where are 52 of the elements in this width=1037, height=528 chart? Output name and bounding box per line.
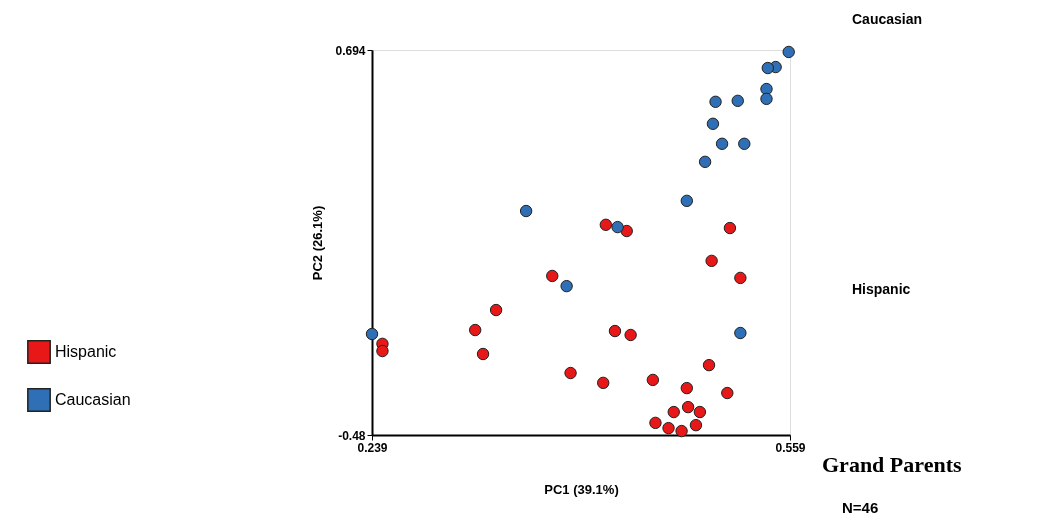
point	[667, 405, 680, 419]
point	[599, 218, 613, 231]
point	[489, 303, 503, 317]
point	[709, 95, 722, 108]
point	[646, 373, 660, 387]
point	[608, 324, 622, 338]
legend-label: Caucasian	[55, 391, 131, 408]
text: Grand Parents	[822, 452, 962, 477]
point	[738, 137, 751, 150]
point	[597, 376, 610, 390]
point	[680, 194, 694, 208]
point	[620, 224, 633, 238]
point	[760, 92, 773, 106]
text: Hispanic	[852, 281, 911, 297]
point	[734, 326, 747, 340]
y-axis-title: PC2 (26.1%)	[310, 205, 326, 281]
point	[702, 358, 716, 372]
y-tick-label: 0.694	[335, 43, 366, 58]
point	[649, 416, 662, 430]
point	[731, 94, 744, 108]
point	[689, 418, 703, 432]
point	[705, 254, 718, 268]
point	[611, 220, 624, 234]
legend-label: Hispanic	[55, 343, 117, 360]
point	[662, 421, 675, 435]
point	[365, 327, 379, 341]
x-tick-label: 0.559	[775, 440, 806, 455]
text: Caucasian	[852, 11, 923, 27]
y-tick-label: -0.48	[338, 428, 366, 443]
point	[715, 137, 729, 150]
point	[721, 386, 734, 400]
point	[723, 221, 737, 235]
point	[734, 271, 747, 285]
point	[476, 347, 490, 361]
point	[564, 366, 577, 380]
point	[560, 279, 573, 293]
x-axis-title: PC1 (39.1%)	[544, 481, 619, 497]
x-tick-label: 0.239	[357, 440, 388, 455]
point	[675, 424, 688, 438]
point	[468, 323, 482, 337]
point	[782, 45, 795, 59]
point	[680, 381, 694, 395]
point	[546, 269, 559, 283]
point	[706, 117, 720, 130]
text: N=46	[842, 499, 879, 516]
point	[519, 204, 533, 218]
point	[693, 405, 707, 419]
point	[681, 400, 695, 414]
point	[698, 155, 712, 169]
point	[761, 61, 774, 75]
point	[624, 328, 637, 342]
point	[376, 344, 389, 358]
